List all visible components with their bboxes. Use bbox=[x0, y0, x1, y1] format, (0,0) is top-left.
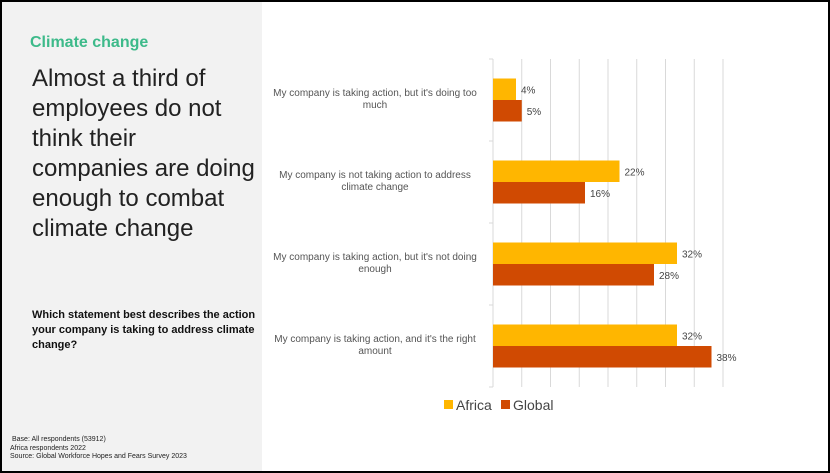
data-label: 38% bbox=[717, 353, 737, 364]
category-label-line: My company is not taking action to addre… bbox=[279, 170, 471, 181]
category-label-line: My company is taking action, but it's no… bbox=[273, 252, 477, 263]
data-label: 16% bbox=[590, 189, 610, 200]
source-note: Source: Global Workforce Hopes and Fears… bbox=[10, 453, 187, 460]
data-label: 5% bbox=[527, 107, 542, 118]
footnotes: Base: All respondents (53912) Africa res… bbox=[10, 436, 187, 462]
category-label-line: much bbox=[363, 100, 387, 111]
bar-africa bbox=[493, 160, 620, 182]
bar-global bbox=[493, 182, 585, 204]
data-label: 4% bbox=[521, 85, 536, 96]
legend-swatch-africa bbox=[444, 400, 453, 409]
data-label: 32% bbox=[682, 331, 702, 342]
headline: Almost a third of employees do not think… bbox=[32, 65, 255, 242]
bar-africa bbox=[493, 242, 677, 264]
bar-africa bbox=[493, 324, 677, 346]
bar-global bbox=[493, 346, 712, 368]
bar-global bbox=[493, 264, 654, 286]
category-label: My company is taking action, but it's no… bbox=[273, 252, 477, 275]
category-label: My company is taking action, and it's th… bbox=[274, 334, 476, 357]
category-label-line: amount bbox=[358, 346, 392, 357]
category-label: My company is not taking action to addre… bbox=[279, 170, 471, 193]
left-panel bbox=[2, 2, 262, 471]
bar-global bbox=[493, 100, 522, 122]
survey-question: Which statement best describes the actio… bbox=[32, 309, 256, 351]
category-label-line: My company is taking action, and it's th… bbox=[274, 334, 476, 345]
category-label-line: climate change bbox=[341, 182, 409, 193]
data-label: 28% bbox=[659, 271, 679, 282]
legend-label: Africa bbox=[456, 397, 492, 413]
bar-africa bbox=[493, 78, 516, 100]
category-label-line: My company is taking action, but it's do… bbox=[273, 88, 477, 99]
data-label: 22% bbox=[625, 167, 645, 178]
section-kicker: Climate change bbox=[30, 34, 149, 51]
africa-note: Africa respondents 2022 bbox=[10, 444, 86, 452]
legend-swatch-global bbox=[501, 400, 510, 409]
category-label: My company is taking action, but it's do… bbox=[273, 88, 477, 111]
data-label: 32% bbox=[682, 249, 702, 260]
category-label-line: enough bbox=[358, 264, 391, 275]
legend-label: Global bbox=[513, 397, 553, 413]
base-note: Base: All respondents (53912) bbox=[12, 436, 106, 443]
